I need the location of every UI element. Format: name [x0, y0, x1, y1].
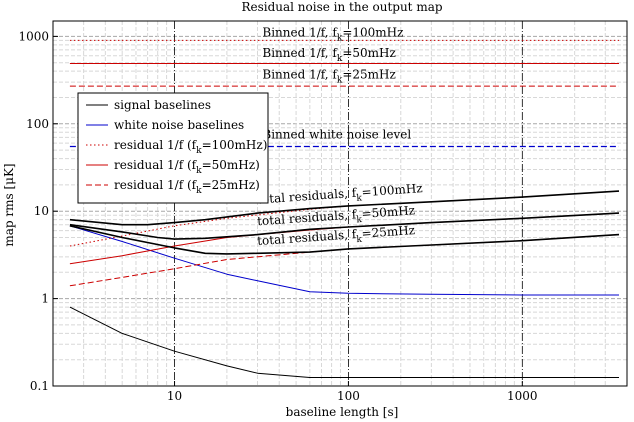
annotation-total-25: total residuals, fk=25mHz: [257, 223, 416, 252]
legend-label: residual 1/f (fk=100mHz): [114, 138, 267, 156]
legend-box: [77, 92, 269, 204]
series-white-noise-baselines: [69, 225, 619, 296]
legend-label: residual 1/f (fk=25mHz): [114, 178, 260, 196]
legend-label: signal baselines: [114, 98, 211, 112]
legend: signal baselines white noise baselines res…: [77, 92, 269, 204]
legend-label: residual 1/f (fk=50mHz): [114, 158, 260, 176]
plot-frame: [52, 20, 628, 387]
annotation-binned-100: Binned 1/f, fk=100mHz: [262, 25, 403, 43]
series-total-residuals-fk-100mhz: [69, 190, 620, 226]
y-tick-label: 100: [26, 117, 49, 131]
series-total-residuals-fk-25mhz: [69, 225, 620, 255]
x-tick-label: 100: [337, 389, 360, 403]
chart-title: Residual noise in the output map: [241, 0, 442, 14]
series-total-residuals-fk-50mhz: [69, 212, 620, 240]
y-tick-label: 0.1: [30, 379, 49, 393]
y-tick-label: 1: [41, 292, 49, 306]
y-tick-label: 1000: [18, 29, 49, 43]
y-tick-label: 10: [34, 204, 49, 218]
series-residual-1-f-fk-25mhz: [69, 234, 620, 287]
annotation-binned-25: Binned 1/f, fk=25mHz: [262, 67, 395, 85]
annotation-total-100: total residuals, fk=100mHz: [257, 181, 424, 211]
legend-label: white noise baselines: [114, 118, 244, 132]
series-signal-baselines: [69, 306, 619, 378]
tick-layer: 10 100 1000 0.1 1 10 100 1000: [18, 29, 537, 403]
annotation-layer: Binned 1/f, fk=100mHz Binned 1/f, fk=50mH…: [257, 25, 424, 252]
annotation-binned-50: Binned 1/f, fk=50mHz: [262, 46, 395, 64]
y-axis-label: map rms [μK]: [2, 163, 16, 246]
annotation-white-level: Binned white noise level: [262, 127, 411, 141]
x-tick-label: 1000: [507, 389, 538, 403]
x-axis-label: baseline length [s]: [286, 405, 399, 419]
x-tick-label: 10: [167, 389, 182, 403]
series-layer: [69, 39, 620, 378]
